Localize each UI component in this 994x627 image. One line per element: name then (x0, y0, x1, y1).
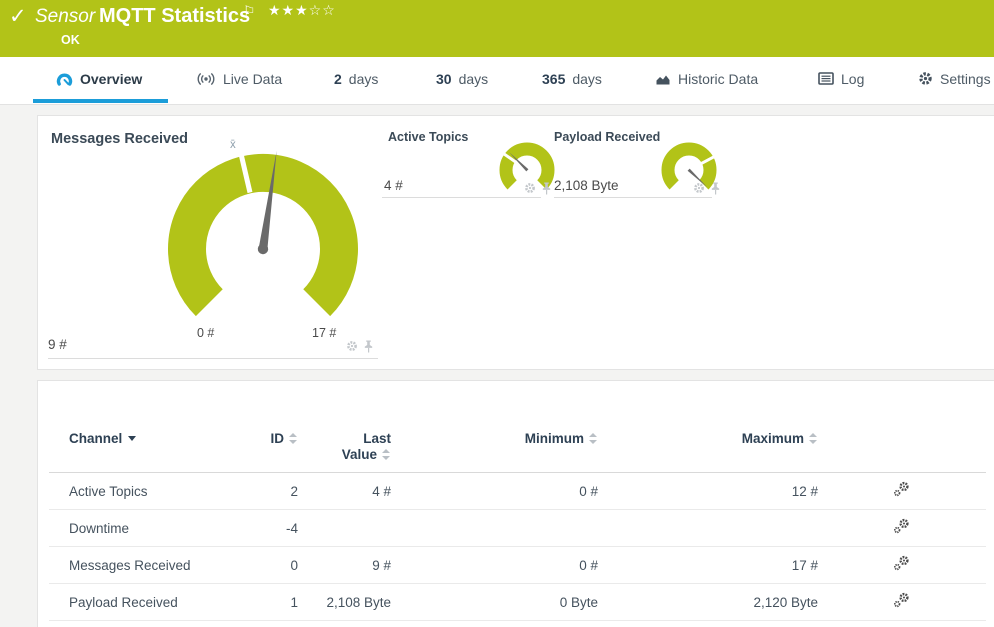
gear-icon[interactable] (346, 340, 358, 352)
small-gauge-title: Payload Received (554, 130, 661, 144)
pin-icon[interactable] (363, 340, 374, 353)
small-gauge-payload-received (661, 142, 717, 190)
gear-icon (919, 72, 932, 85)
pin-icon[interactable] (710, 182, 721, 195)
status-check-icon: ✓ (9, 5, 27, 28)
channel-id: 1 (290, 594, 298, 610)
table-row: Messages Received 0 9 # 0 # 17 # (49, 547, 986, 584)
gauge-actions (693, 182, 721, 195)
gauge-needle (687, 168, 708, 188)
gauge-actions (346, 340, 374, 353)
primary-gauge-value: 9 # (48, 337, 67, 352)
channel-id: -4 (285, 520, 298, 536)
small-gauge-title: Active Topics (388, 130, 469, 144)
column-header-channel[interactable]: Channel (49, 431, 229, 447)
channel-name: Active Topics (69, 483, 148, 499)
channel-minimum: 0 Byte (559, 594, 598, 610)
channel-settings-icon[interactable] (893, 481, 910, 498)
gear-icon[interactable] (693, 182, 705, 194)
tab-log[interactable]: Log (818, 57, 864, 100)
sort-icon (382, 449, 391, 460)
table-row: Downtime -4 (49, 510, 986, 547)
tab-365-days[interactable]: 365 days (542, 70, 602, 87)
area-chart-icon (656, 75, 670, 84)
priority-stars[interactable]: ★★★☆☆ (268, 2, 336, 18)
tab-label: Overview (80, 70, 143, 87)
average-notch (502, 152, 519, 165)
channel-maximum: 2,120 Byte (753, 594, 818, 610)
channel-last-value: 9 # (372, 557, 391, 573)
channel-maximum: 17 # (791, 557, 818, 573)
sort-icon (289, 433, 298, 444)
gear-icon[interactable] (524, 182, 536, 194)
channels-table: Channel ID Last Value Minimum Maximum Ac… (49, 381, 986, 621)
flag-icon[interactable]: ⚐ (243, 3, 256, 19)
channel-maximum: 12 # (791, 483, 818, 499)
gauge-actions (524, 182, 552, 195)
divider (554, 197, 712, 198)
channel-id: 2 (290, 483, 298, 499)
channel-last-value: 4 # (372, 483, 391, 499)
tab-label: Log (841, 70, 865, 87)
channel-name: Payload Received (69, 594, 178, 610)
gauges-panel: Messages Received x̄ 0 # 17 # 9 # Active… (37, 115, 994, 370)
pin-icon[interactable] (541, 182, 552, 195)
column-header-id[interactable]: ID (229, 431, 298, 447)
gauge-min-label: 0 # (197, 326, 215, 340)
tab-overview[interactable]: Overview (56, 57, 142, 100)
primary-gauge-title: Messages Received (51, 131, 189, 147)
tab-bar: Overview Live Data 2 days 30 days 365 days … (0, 57, 994, 105)
divider (382, 197, 541, 198)
page-title: MQTT Statistics (99, 5, 251, 27)
primary-gauge (168, 150, 358, 317)
column-header-last-value[interactable]: Last Value (341, 431, 391, 462)
average-marker-label: x̄ (230, 139, 236, 151)
channel-settings-icon[interactable] (893, 555, 910, 572)
tab-settings[interactable]: Settings (918, 57, 991, 100)
broadcast-icon (197, 72, 215, 85)
table-row: Active Topics 2 4 # 0 # 12 # (49, 473, 986, 510)
tab-label: Settings (940, 70, 991, 87)
tab-live-data[interactable]: Live Data (196, 57, 282, 100)
channel-last-value: 2,108 Byte (326, 594, 391, 610)
channel-id: 0 (290, 557, 298, 573)
channel-settings-icon[interactable] (893, 518, 910, 535)
channels-panel: Channel ID Last Value Minimum Maximum Ac… (37, 380, 994, 627)
gauge-max-label: 17 # (312, 326, 337, 340)
table-header-row: Channel ID Last Value Minimum Maximum (49, 381, 986, 473)
sensor-status-banner: ✓ Sensor MQTT Statistics ⚐ ★★★☆☆ OK (0, 0, 994, 57)
sort-icon (589, 433, 598, 444)
tab-label: Live Data (223, 70, 283, 87)
sort-icon (809, 433, 818, 444)
active-tab-underline (33, 99, 168, 103)
average-notch (238, 152, 253, 194)
table-row: Payload Received 1 2,108 Byte 0 Byte 2,1… (49, 584, 986, 621)
gauge-needle (509, 152, 529, 172)
gauge-icon (56, 73, 73, 86)
small-gauge-value: 2,108 Byte (554, 178, 619, 193)
tab-label: Historic Data (678, 70, 759, 87)
channel-name: Downtime (69, 520, 130, 536)
divider (48, 358, 378, 359)
gauge-needle (257, 150, 277, 255)
tab-historic-data[interactable]: Historic Data (655, 57, 758, 100)
column-header-maximum[interactable]: Maximum (598, 431, 818, 447)
average-notch (698, 155, 716, 166)
channel-name: Messages Received (69, 557, 191, 573)
status-badge: OK (61, 33, 80, 47)
tab-2-days[interactable]: 2 days (334, 70, 379, 87)
channel-minimum: 0 # (579, 483, 598, 499)
log-icon (818, 72, 834, 85)
small-gauge-value: 4 # (384, 178, 403, 193)
channel-settings-icon[interactable] (893, 592, 910, 609)
channel-minimum: 0 # (579, 557, 598, 573)
tab-30-days[interactable]: 30 days (436, 70, 489, 87)
sensor-type-label: Sensor (35, 6, 96, 27)
column-header-minimum[interactable]: Minimum (391, 431, 598, 447)
small-gauge-active-topics (499, 142, 555, 190)
chevron-down-icon (128, 436, 137, 441)
